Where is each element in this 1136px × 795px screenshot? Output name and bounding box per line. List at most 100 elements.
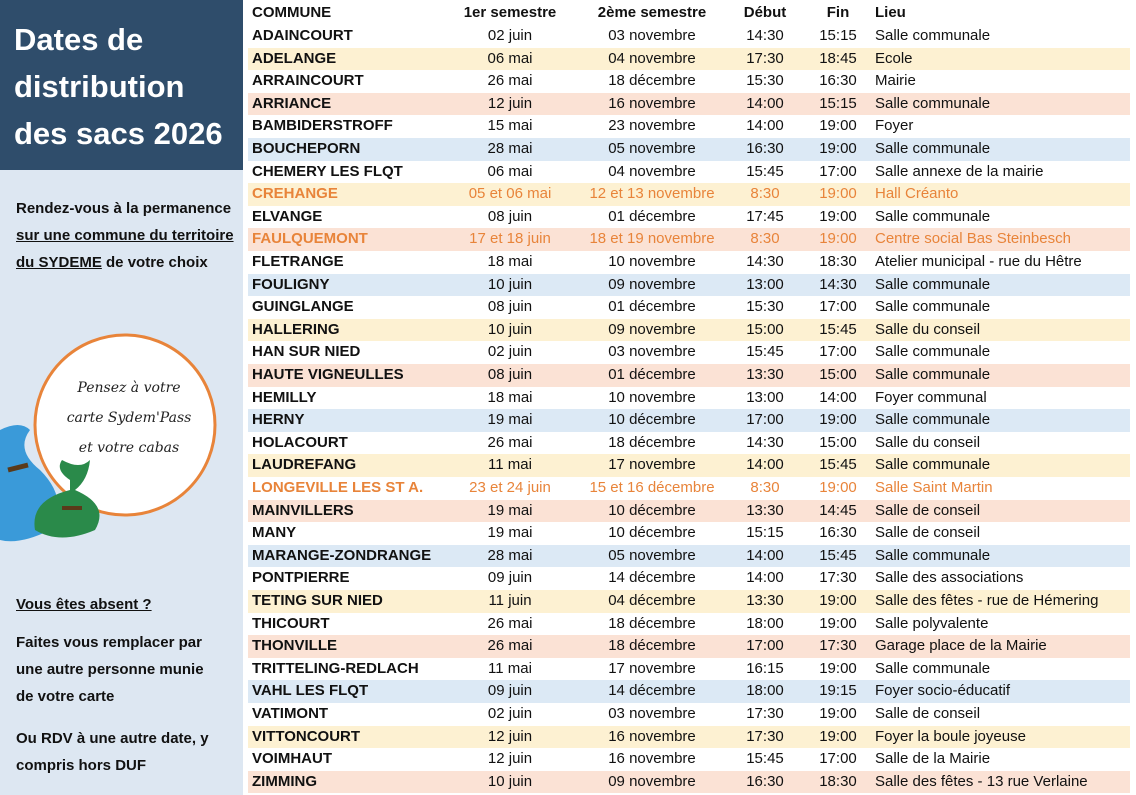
intro: Rendez-vous à la permanence sur une comm… [16, 195, 234, 276]
bubble-line: Pensez à votre [77, 380, 181, 396]
table-cell: 19:00 [819, 117, 857, 135]
table-cell: 05 et 06 mai [468, 185, 552, 203]
table-row: HEMILLY 18 mai 10 novembre 13:00 14:00 Foyer … [248, 386, 1130, 410]
table-cell: ARRAINCOURT [252, 72, 364, 90]
table-cell: 19:00 [819, 614, 857, 632]
table-cell: 26 mai [487, 614, 533, 632]
table-cell: 17:00 [819, 343, 857, 361]
table-cell: 18 décembre [608, 433, 696, 451]
table-cell: 12 juin [487, 727, 533, 745]
table-cell: 03 novembre [608, 343, 696, 361]
table-cell: 16:30 [819, 524, 857, 542]
table-cell: LONGEVILLE LES ST A. [252, 479, 424, 496]
table-cell: Salle communale [875, 27, 991, 44]
table-cell: 05 novembre [608, 546, 696, 564]
table-cell: 23 et 24 juin [469, 479, 551, 496]
title: Dates de distribution des sacs 2026 [0, 0, 243, 170]
table-cell: PONTPIERRE [252, 569, 350, 587]
table-cell: 17:30 [746, 49, 784, 67]
title-line: des sacs 2026 [14, 116, 223, 151]
table-row: CHEMERY LES FLQT 06 mai 04 novembre 15:45 17… [248, 160, 1130, 184]
table-cell: 19 mai [487, 501, 533, 519]
table-cell: 10 novembre [608, 388, 696, 406]
header-cell: Lieu [875, 4, 906, 21]
table-cell: 10 novembre [608, 253, 696, 270]
table-cell: 15:30 [746, 298, 784, 316]
table-cell: 19 mai [487, 524, 533, 542]
table-cell: 04 novembre [608, 162, 696, 180]
table-cell: 14:00 [746, 117, 784, 135]
table-row: HAUTE VIGNEULLES 08 juin 01 décembre 13:30 1… [248, 364, 1130, 387]
table-cell: 14:30 [746, 27, 784, 44]
table-cell: Salle communale [875, 94, 991, 112]
table-cell: 10 décembre [608, 524, 696, 542]
table-cell: Salle communale [875, 456, 991, 474]
table-cell: Salle communale [875, 411, 991, 429]
table-cell: 17 novembre [608, 456, 696, 474]
table-row: LONGEVILLE LES ST A. 23 et 24 juin 15 et 1… [248, 477, 1130, 500]
table-cell: 8:30 [750, 230, 780, 248]
table-cell: Salle communale [875, 298, 991, 316]
table-cell: 14 décembre [608, 569, 696, 587]
table-cell: 05 novembre [608, 140, 696, 157]
intro-text: Rendez-vous à la permanence [16, 200, 232, 217]
table-cell: 17:00 [746, 411, 784, 429]
title-line: Dates de [14, 22, 144, 57]
table-cell: 14:00 [746, 569, 784, 587]
table-row: THICOURT 26 mai 18 décembre 18:00 19:00 Salle… [248, 612, 1130, 636]
table-cell: Salle de conseil [875, 501, 981, 519]
table-cell: 17 novembre [608, 659, 696, 677]
table-cell: 15:15 [746, 524, 784, 542]
table-cell: TETING SUR NIED [252, 592, 383, 609]
table-cell: 10 juin [487, 772, 533, 790]
table-cell: 28 mai [487, 140, 533, 157]
table-cell: 15:15 [819, 94, 857, 112]
table-row: TETING SUR NIED 11 juin 04 décembre 13:30 19… [248, 590, 1130, 613]
table-cell: 08 juin [487, 207, 533, 225]
table-row: VAHL LES FLQT 09 juin 14 décembre 18:00 19:1… [248, 680, 1130, 703]
table-cell: 14:00 [746, 546, 784, 564]
table-cell: THONVILLE [252, 637, 337, 655]
table-cell: 19:00 [819, 479, 857, 496]
table-cell: 15:00 [819, 433, 857, 451]
table-cell: 15:30 [746, 72, 784, 90]
absent-heading: Vous êtes absent ? [16, 596, 152, 613]
table-cell: 15:45 [746, 162, 784, 180]
table-cell: HALLERING [252, 320, 340, 338]
table-row: FOULIGNY 10 juin 09 novembre 13:00 14:30 Sall… [248, 273, 1130, 297]
table-cell: 18 mai [487, 388, 533, 406]
table-cell: 16 novembre [608, 750, 696, 768]
table-cell: ZIMMING [252, 772, 317, 790]
table-cell: 14:30 [819, 275, 857, 293]
bubble-line: et votre cabas [78, 440, 180, 456]
table-cell: 12 juin [487, 94, 533, 112]
table-cell: 15 mai [487, 117, 533, 135]
table-cell: 23 novembre [608, 117, 696, 135]
table-cell: 26 mai [487, 72, 533, 90]
table-cell: 12 juin [487, 750, 533, 768]
table-cell: 16:30 [746, 140, 784, 157]
table-row: GUINGLANGE 08 juin 01 décembre 15:30 17:00 Sa… [248, 296, 1130, 319]
table-cell: 02 juin [487, 705, 533, 722]
table-cell: 15:45 [819, 456, 857, 474]
table-row: BAMBIDERSTROFF 15 mai 23 novembre 14:00 19:0… [248, 115, 1130, 138]
table-cell: 15 et 16 décembre [589, 479, 715, 496]
table-cell: Salle Saint Martin [875, 479, 993, 496]
table-cell: 15:00 [746, 320, 784, 338]
table-cell: HEMILLY [252, 388, 317, 406]
table-row: THONVILLE 26 mai 18 décembre 17:00 17:30 Gara… [248, 635, 1130, 658]
table-cell: 11 mai [488, 456, 532, 474]
table-cell: 19:00 [819, 411, 857, 429]
bag-tie [7, 462, 29, 473]
table-row: FAULQUEMONT 17 et 18 juin 18 et 19 novembr… [248, 228, 1130, 251]
table-cell: TRITTELING-REDLACH [252, 659, 419, 677]
table-cell: Salle communale [875, 343, 991, 361]
table-cell: Salle des associations [875, 569, 1024, 587]
table-cell: 18 mai [487, 253, 533, 270]
table-cell: 18:00 [746, 682, 784, 700]
sidebar: Dates de distribution des sacs 2026 Rend… [0, 0, 243, 795]
table-cell: 04 décembre [608, 592, 696, 609]
table-cell: 18:30 [819, 772, 857, 790]
table-cell: 09 juin [487, 569, 533, 587]
table-cell: 14:00 [746, 456, 784, 474]
